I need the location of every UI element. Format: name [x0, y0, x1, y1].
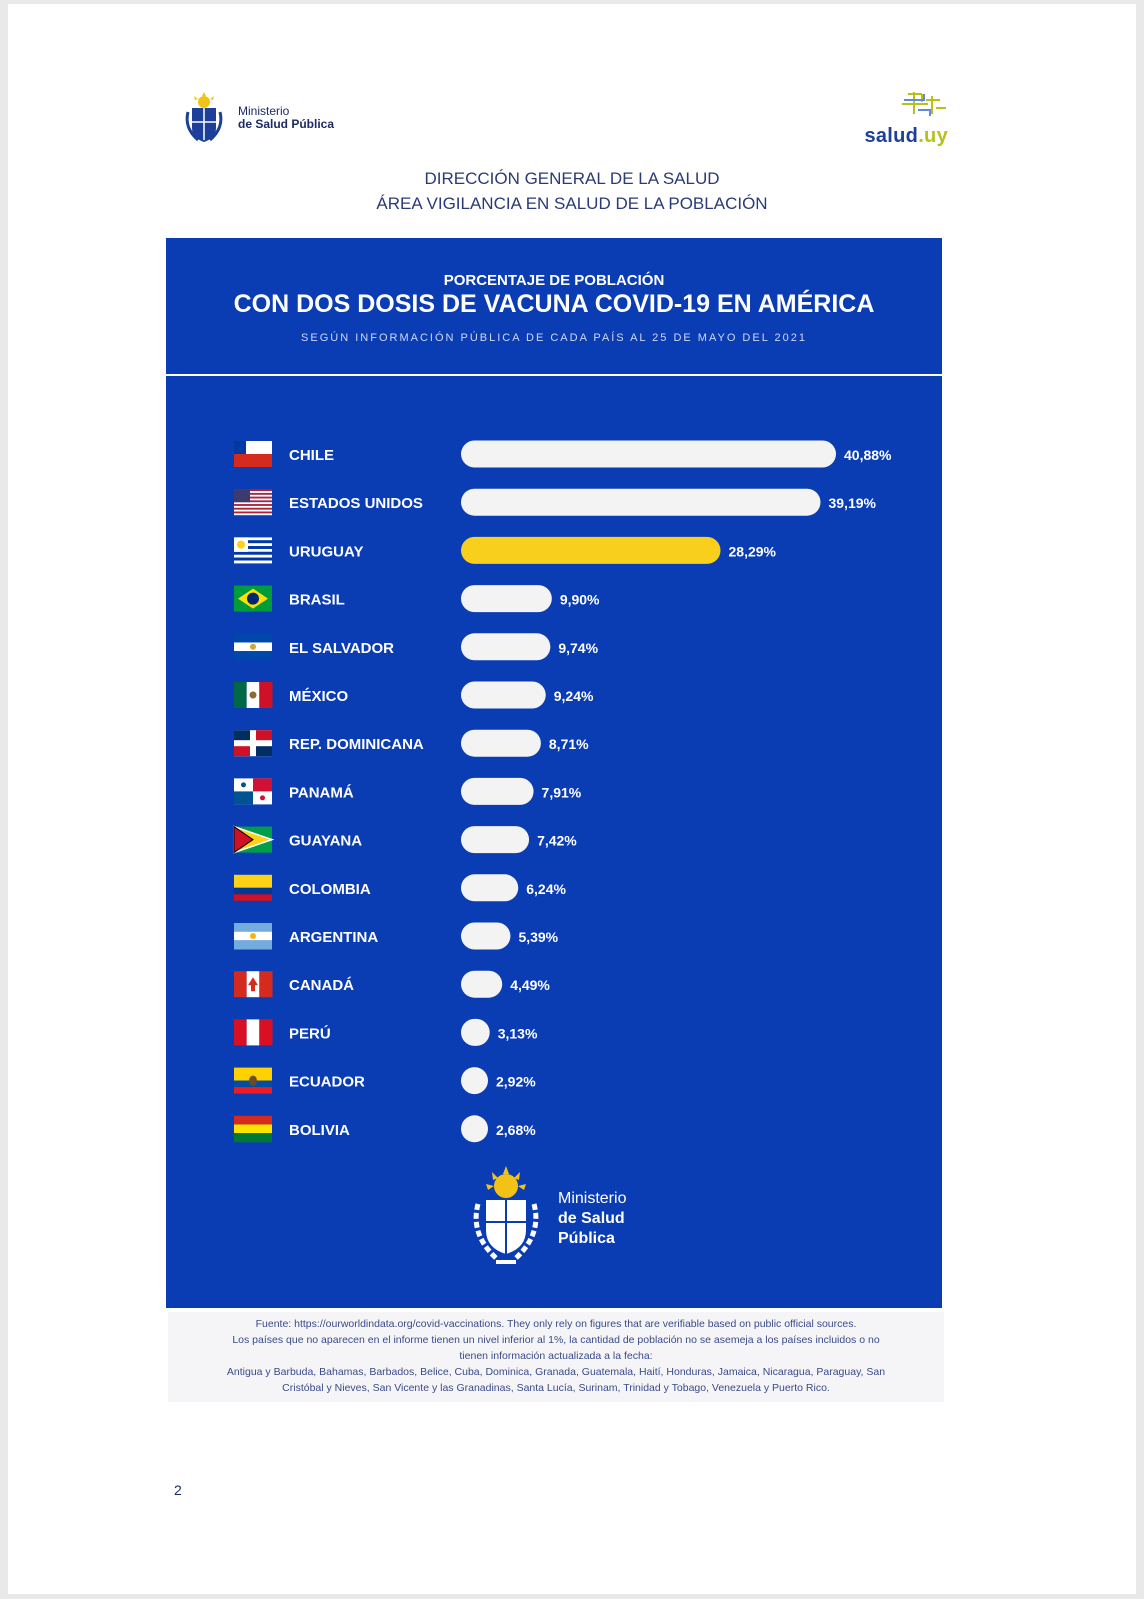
bar	[461, 1115, 488, 1143]
chart-title: CON DOS DOSIS DE VACUNA COVID-19 EN AMÉR…	[233, 290, 875, 318]
direction-line2: ÁREA VIGILANCIA EN SALUD DE LA POBLACIÓN	[376, 194, 768, 213]
flag-usa-icon	[234, 489, 272, 516]
page-number: 2	[174, 1482, 182, 1498]
value-label: 9,74%	[558, 640, 598, 656]
category-label: BOLIVIA	[289, 1122, 350, 1139]
flag-mexico-icon	[234, 682, 273, 708]
flag-bolivia-icon	[234, 1115, 272, 1143]
ministry-name: Ministerio de Salud Pública	[238, 105, 334, 131]
bar	[461, 1018, 490, 1046]
flag-uruguay-icon	[234, 537, 272, 564]
bar	[461, 729, 541, 757]
category-label: ECUADOR	[289, 1074, 365, 1091]
footer-ministry-name: Ministerio de Salud Pública	[558, 1189, 626, 1249]
source-line5: Cristóbal y Nieves, San Vicente y las Gr…	[282, 1382, 830, 1394]
bar	[461, 1067, 488, 1095]
bar	[461, 536, 721, 564]
ministry-line1: Ministerio	[238, 104, 290, 118]
footer-ministry-line3: Pública	[558, 1230, 615, 1247]
category-label: GUAYANA	[289, 833, 362, 850]
ministry-logo-footer: Ministerio de Salud Pública	[466, 1164, 626, 1274]
value-label: 9,24%	[554, 688, 594, 704]
category-label: PANAMÁ	[289, 784, 354, 801]
flag-argentina-icon	[234, 923, 272, 950]
flag-dominican-republic-icon	[234, 730, 272, 757]
flag-canada-icon	[234, 971, 273, 998]
value-label: 28,29%	[729, 543, 777, 559]
ministry-line2: de Salud Pública	[238, 117, 335, 131]
value-label: 40,88%	[844, 447, 892, 463]
flag-guyana-icon	[233, 825, 275, 854]
value-label: 2,92%	[496, 1074, 536, 1090]
salud-logo-main: salud	[864, 125, 919, 147]
value-label: 7,42%	[537, 833, 577, 849]
bar	[461, 874, 519, 902]
value-label: 3,13%	[498, 1025, 538, 1041]
category-label: ESTADOS UNIDOS	[289, 495, 423, 512]
chart-panel: PORCENTAJE DE POBLACIÓN CON DOS DOSIS DE…	[166, 238, 942, 1308]
category-label: CANADÁ	[289, 977, 354, 994]
bar	[461, 681, 546, 709]
chart-header: PORCENTAJE DE POBLACIÓN CON DOS DOSIS DE…	[166, 238, 942, 376]
bar	[461, 633, 551, 661]
bar	[461, 922, 511, 950]
bar	[461, 488, 821, 516]
bar	[461, 585, 552, 613]
value-label: 6,24%	[526, 881, 566, 897]
document-page: Ministerio de Salud Pública salud.uy DIR…	[8, 4, 1136, 1594]
flag-peru-icon	[234, 1019, 273, 1046]
category-label: PERÚ	[289, 1024, 331, 1042]
flag-colombia-icon	[234, 874, 272, 901]
category-label: MÉXICO	[289, 688, 349, 705]
bar	[461, 826, 530, 854]
ministry-logo-header: Ministerio de Salud Pública	[180, 92, 334, 144]
category-label: COLOMBIA	[289, 881, 371, 898]
flag-panama-icon	[234, 778, 272, 805]
category-label: CHILE	[289, 447, 334, 464]
value-label: 2,68%	[496, 1122, 536, 1138]
coat-of-arms-icon	[185, 92, 223, 142]
flag-ecuador-icon	[234, 1067, 272, 1094]
category-label: URUGUAY	[289, 543, 363, 560]
bar	[461, 970, 503, 998]
salud-logo-suffix: .uy	[918, 125, 948, 147]
category-label: ARGENTINA	[289, 929, 378, 946]
source-line3: tienen información actualizada a la fech…	[459, 1350, 653, 1362]
direction-title: DIRECCIÓN GENERAL DE LA SALUD ÁREA VIGIL…	[8, 166, 1136, 216]
cross-icon	[902, 92, 946, 116]
flag-chile-icon	[234, 441, 272, 467]
footer-ministry-line1: Ministerio	[558, 1190, 627, 1207]
source-line2: Los países que no aparecen en el informe…	[232, 1334, 880, 1346]
value-label: 39,19%	[828, 495, 876, 511]
bar	[461, 440, 836, 468]
salud-uy-logo: salud.uy	[864, 90, 948, 148]
chart-subtitle: SEGÚN INFORMACIÓN PÚBLICA DE CADA PAÍS A…	[301, 332, 807, 344]
bar	[461, 777, 534, 805]
value-label: 8,71%	[549, 736, 589, 752]
coat-of-arms-icon	[473, 1166, 539, 1264]
bar-chart: CHILE 40,88% ESTADOS UNIDOS 39,19% URUGUAY 28…	[233, 440, 892, 1143]
value-label: 9,90%	[560, 592, 600, 608]
footer-ministry-line2: de Salud	[558, 1210, 625, 1227]
value-label: 4,49%	[510, 977, 550, 993]
value-label: 5,39%	[518, 929, 558, 945]
chart-title-line1: PORCENTAJE DE POBLACIÓN	[443, 272, 665, 289]
flag-brazil-icon	[234, 585, 272, 612]
source-line1: Fuente: https://ourworldindata.org/covid…	[255, 1318, 857, 1330]
category-label: BRASIL	[289, 592, 345, 609]
value-label: 7,91%	[542, 784, 582, 800]
flag-el-salvador-icon	[234, 633, 272, 661]
source-line4: Antigua y Barbuda, Bahamas, Barbados, Be…	[226, 1366, 886, 1378]
source-note: Fuente: https://ourworldindata.org/covid…	[168, 1312, 944, 1402]
category-label: EL SALVADOR	[289, 640, 394, 657]
direction-line1: DIRECCIÓN GENERAL DE LA SALUD	[424, 169, 720, 188]
category-label: REP. DOMINICANA	[289, 736, 424, 753]
